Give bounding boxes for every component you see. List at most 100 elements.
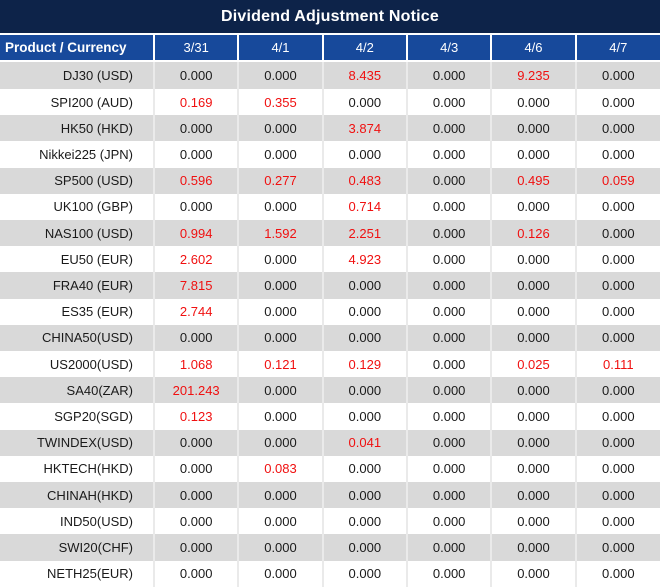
table-row: HKTECH(HKD) 0.000 0.083 0.000 0.000 0.000 0.00… [0,455,660,482]
value-cell: 0.000 [575,115,660,142]
table-row: EU50 (EUR) 2.602 0.000 4.923 0.000 0.000 0.000 [0,246,660,273]
value-cell: 0.000 [154,141,240,168]
value-cell: 201.243 [154,377,240,404]
value-cell: 0.000 [238,141,324,168]
value-cell: 0.000 [154,324,240,351]
value-cell: 1.068 [154,350,240,378]
value-cell: 0.000 [322,455,408,482]
value-cell: 0.121 [238,350,324,378]
page-title: Dividend Adjustment Notice [0,0,660,33]
value-cell: 8.435 [322,61,408,89]
table-row: SP500 (USD) 0.596 0.277 0.483 0.000 0.495 0.05… [0,167,660,194]
value-cell: 0.000 [322,272,408,299]
value-cell: 0.000 [491,324,577,351]
value-cell: 0.277 [238,167,324,194]
value-cell: 0.000 [575,455,660,482]
product-cell: SGP20(SGD) [0,403,155,430]
value-cell: 0.355 [238,88,324,116]
value-cell: 0.000 [322,88,408,116]
value-cell: 0.000 [491,298,577,325]
table-row: DJ30 (USD) 0.000 0.000 8.435 0.000 9.235 0.000 [0,61,660,89]
value-cell: 0.000 [238,403,324,430]
value-cell: 0.000 [238,377,324,404]
value-cell: 0.000 [575,298,660,325]
date-column-header: 4/3 [406,35,493,62]
table-row: SGP20(SGD) 0.123 0.000 0.000 0.000 0.000 0.000 [0,403,660,430]
value-cell: 0.000 [238,61,324,89]
value-cell: 0.000 [491,534,577,561]
value-cell: 0.000 [154,115,240,142]
value-cell: 0.000 [491,141,577,168]
value-cell: 0.596 [154,167,240,194]
table-row: IND50(USD) 0.000 0.000 0.000 0.000 0.000 0.000 [0,508,660,535]
value-cell: 2.602 [154,246,240,273]
table-row: NETH25(EUR) 0.000 0.000 0.000 0.000 0.000 0.00… [0,560,660,587]
value-cell: 0.000 [154,560,240,587]
value-cell: 0.495 [491,167,577,194]
value-cell: 0.000 [491,377,577,404]
date-column-header: 4/7 [575,35,660,62]
product-cell: HKTECH(HKD) [0,455,155,482]
table-row: SPI200 (AUD) 0.169 0.355 0.000 0.000 0.000 0.0… [0,88,660,116]
value-cell: 0.000 [575,482,660,509]
date-column-header: 3/31 [154,35,240,62]
dividend-adjustment-table: Product / Currency 3/31 4/1 4/2 4/3 4/6 4/7 DJ… [0,35,660,587]
value-cell: 0.000 [491,508,577,535]
value-cell: 0.000 [406,141,493,168]
value-cell: 0.000 [154,429,240,456]
product-cell: SPI200 (AUD) [0,88,155,116]
table-row: SWI20(CHF) 0.000 0.000 0.000 0.000 0.000 0.000 [0,534,660,561]
value-cell: 0.000 [575,403,660,430]
value-cell: 0.000 [575,508,660,535]
value-cell: 0.000 [154,61,240,89]
value-cell: 0.000 [575,560,660,587]
value-cell: 0.000 [406,377,493,404]
value-cell: 0.000 [238,324,324,351]
product-cell: CHINA50(USD) [0,324,155,351]
value-cell: 0.000 [238,482,324,509]
table-header: Product / Currency 3/31 4/1 4/2 4/3 4/6 4/7 [0,35,660,62]
value-cell: 0.000 [491,560,577,587]
table-row: TWINDEX(USD) 0.000 0.000 0.041 0.000 0.000 0.0… [0,429,660,456]
value-cell: 0.000 [575,534,660,561]
value-cell: 0.000 [322,141,408,168]
header-row: Product / Currency 3/31 4/1 4/2 4/3 4/6 4/7 [0,35,660,62]
value-cell: 0.000 [154,482,240,509]
value-cell: 9.235 [491,61,577,89]
value-cell: 0.000 [575,219,660,247]
table-row: UK100 (GBP) 0.000 0.000 0.714 0.000 0.000 0.00… [0,193,660,220]
product-currency-header: Product / Currency [0,35,155,62]
value-cell: 0.000 [406,193,493,220]
product-cell: CHINAH(HKD) [0,482,155,509]
value-cell: 0.000 [491,193,577,220]
value-cell: 3.874 [322,115,408,142]
value-cell: 0.000 [238,193,324,220]
value-cell: 0.000 [238,115,324,142]
value-cell: 0.000 [238,534,324,561]
value-cell: 0.000 [406,88,493,116]
value-cell: 0.000 [154,455,240,482]
value-cell: 0.000 [406,298,493,325]
table-row: US2000(USD) 1.068 0.121 0.129 0.000 0.025 0.11… [0,350,660,378]
product-cell: IND50(USD) [0,508,155,535]
value-cell: 0.000 [406,508,493,535]
product-cell: SA40(ZAR) [0,377,155,404]
value-cell: 0.000 [406,560,493,587]
value-cell: 0.483 [322,167,408,194]
value-cell: 0.129 [322,350,408,378]
value-cell: 0.000 [322,298,408,325]
value-cell: 0.000 [238,246,324,273]
value-cell: 0.000 [575,141,660,168]
product-cell: EU50 (EUR) [0,246,155,273]
value-cell: 0.000 [575,272,660,299]
table-row: CHINAH(HKD) 0.000 0.000 0.000 0.000 0.000 0.00… [0,482,660,509]
value-cell: 0.126 [491,219,577,247]
value-cell: 0.123 [154,403,240,430]
value-cell: 0.000 [238,298,324,325]
value-cell: 0.000 [491,246,577,273]
value-cell: 0.000 [154,508,240,535]
value-cell: 0.025 [491,350,577,378]
value-cell: 0.000 [406,167,493,194]
value-cell: 0.000 [406,272,493,299]
